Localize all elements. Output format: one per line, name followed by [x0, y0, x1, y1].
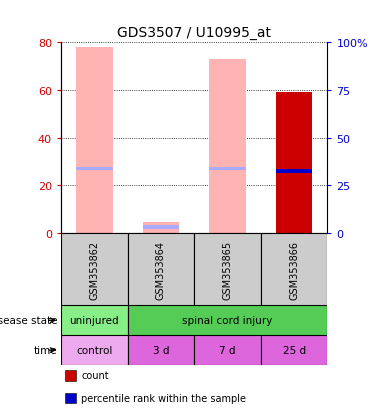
- Bar: [209, 167, 246, 171]
- Text: control: control: [76, 345, 112, 355]
- Bar: [65, 370, 76, 381]
- Bar: [194, 335, 261, 365]
- Bar: [276, 170, 312, 173]
- Text: uninjured: uninjured: [70, 316, 119, 325]
- Text: time: time: [34, 345, 57, 355]
- Bar: [76, 48, 112, 233]
- Bar: [143, 225, 179, 229]
- Bar: [128, 335, 194, 365]
- Text: GSM353862: GSM353862: [89, 240, 100, 299]
- Bar: [194, 233, 261, 306]
- Text: GSM353865: GSM353865: [222, 240, 233, 299]
- Bar: [128, 306, 327, 335]
- Bar: [261, 335, 327, 365]
- Bar: [65, 393, 76, 403]
- Text: 3 d: 3 d: [153, 345, 169, 355]
- Bar: [276, 93, 312, 233]
- Text: disease state: disease state: [0, 316, 57, 325]
- Text: percentile rank within the sample: percentile rank within the sample: [81, 393, 246, 403]
- Text: 25 d: 25 d: [283, 345, 306, 355]
- Text: 7 d: 7 d: [219, 345, 236, 355]
- Bar: [143, 223, 179, 233]
- Text: GSM353864: GSM353864: [156, 240, 166, 299]
- Bar: [76, 167, 112, 171]
- Bar: [128, 233, 194, 306]
- Text: spinal cord injury: spinal cord injury: [182, 316, 273, 325]
- Bar: [61, 335, 128, 365]
- Bar: [61, 233, 128, 306]
- Text: count: count: [81, 370, 109, 380]
- Bar: [61, 306, 128, 335]
- Bar: [261, 233, 327, 306]
- Text: GSM353866: GSM353866: [289, 240, 299, 299]
- Bar: [209, 60, 246, 233]
- Title: GDS3507 / U10995_at: GDS3507 / U10995_at: [117, 26, 271, 40]
